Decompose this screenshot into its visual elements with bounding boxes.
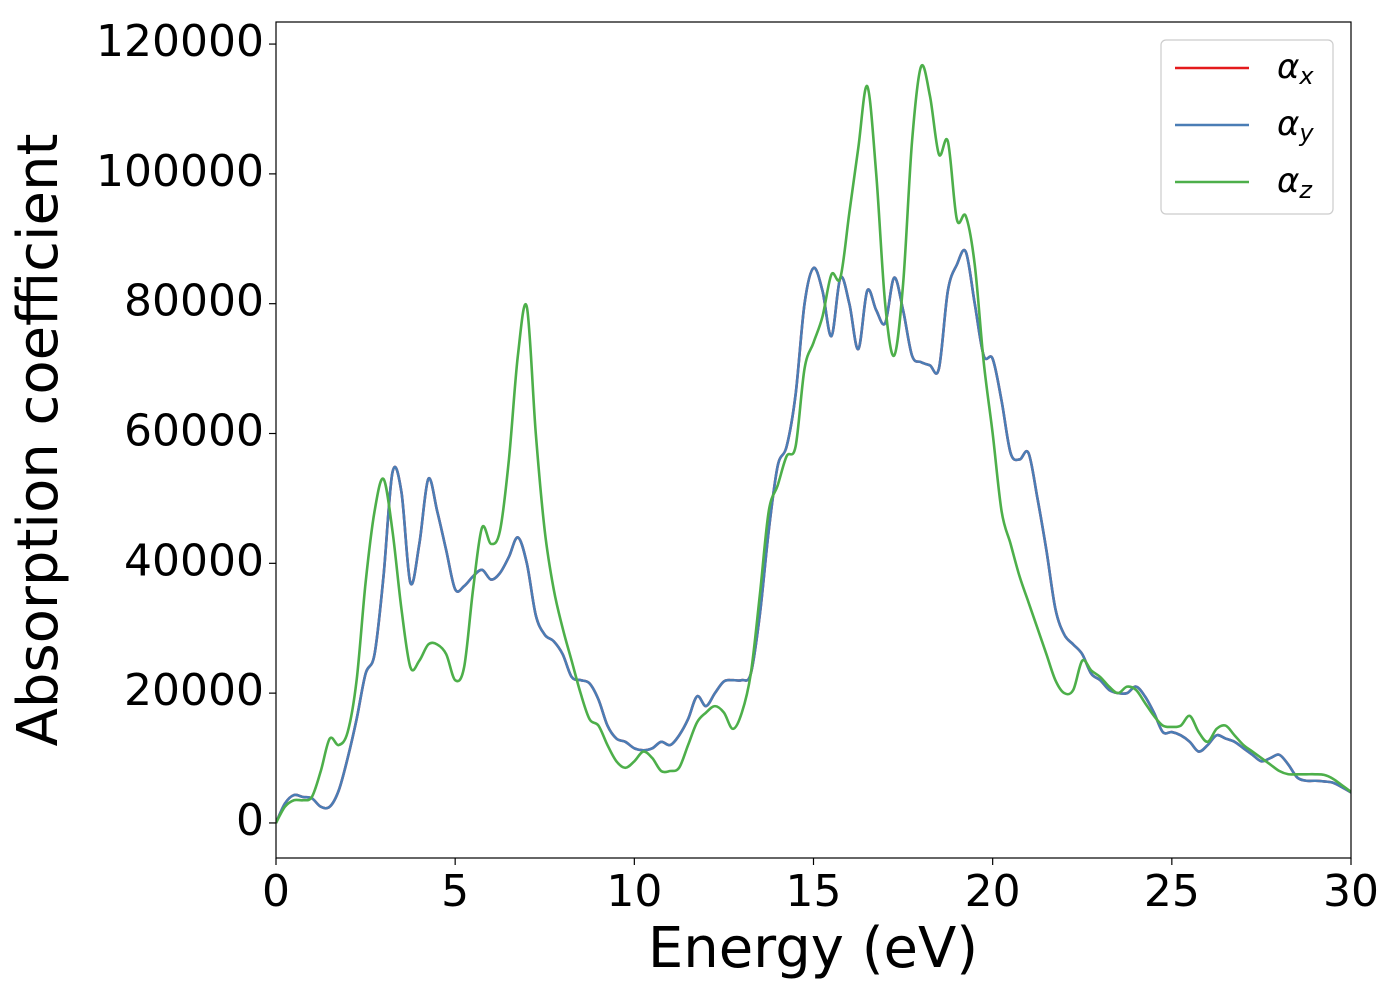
- y-tick-label: 80000: [124, 276, 264, 327]
- x-tick-label: 25: [1144, 866, 1200, 917]
- legend-label: αz: [1277, 161, 1313, 205]
- plot-frame: [275, 21, 1352, 859]
- x-tick-label: 10: [606, 866, 662, 917]
- y-tick-label: 40000: [124, 535, 264, 586]
- x-tick-label: 20: [965, 866, 1021, 917]
- y-tick-label: 0: [236, 795, 264, 846]
- x-tick-label: 15: [786, 866, 842, 917]
- x-axis-label: Energy (eV): [648, 916, 978, 981]
- series-line: [276, 63, 1351, 824]
- y-tick-label: 20000: [124, 665, 264, 716]
- y-tick-label: 100000: [96, 146, 264, 197]
- x-tick-label: 0: [262, 866, 290, 917]
- x-tick-label: 30: [1323, 866, 1379, 917]
- series-line: [276, 248, 1351, 824]
- y-tick-label: 60000: [124, 406, 264, 457]
- y-tick-label: 120000: [96, 16, 264, 67]
- legend-label: αy: [1277, 104, 1314, 148]
- y-axis-label: Absorption coefficient: [6, 134, 71, 747]
- legend-label: αx: [1277, 47, 1314, 91]
- legend-box: [1160, 39, 1334, 215]
- x-tick-label: 5: [441, 866, 469, 917]
